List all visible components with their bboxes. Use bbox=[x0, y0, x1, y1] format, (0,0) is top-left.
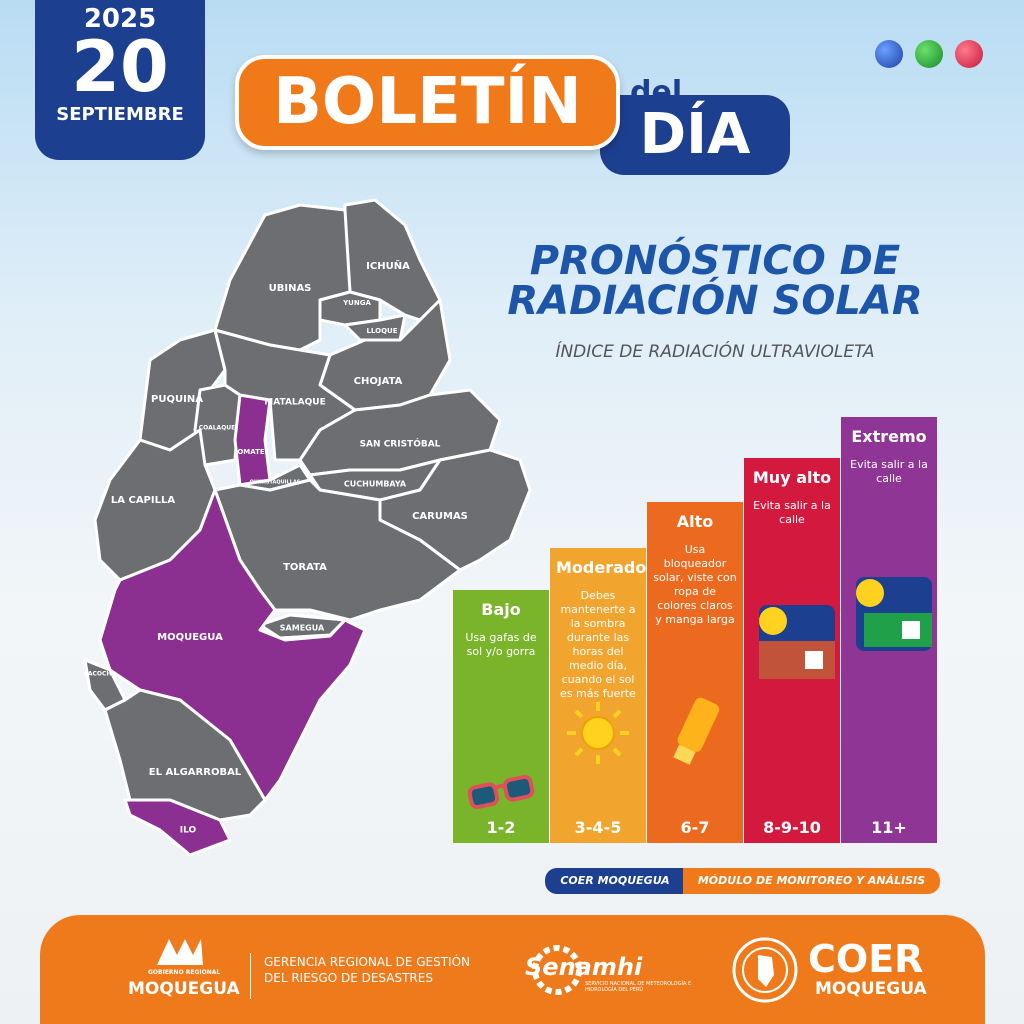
district bbox=[378, 448, 532, 572]
uv-advice: Usa bloqueador solar, viste con ropa de … bbox=[653, 543, 737, 626]
section-title: RADIACIÓN SOLAR bbox=[507, 278, 923, 324]
uv-range: 3-4-5 bbox=[574, 818, 622, 837]
district-label: SAN CRISTÓBAL bbox=[360, 438, 441, 450]
district bbox=[123, 798, 232, 857]
uv-range: 8-9-10 bbox=[763, 818, 821, 837]
district-label: LA CAPILLA bbox=[111, 495, 175, 506]
district-label: MOQUEGUA bbox=[157, 632, 223, 643]
uv-level-name: Muy alto bbox=[752, 468, 832, 487]
uv-range: 6-7 bbox=[680, 818, 710, 837]
icon-glasses bbox=[467, 774, 535, 810]
uv-level-name: Moderado bbox=[556, 558, 647, 577]
uv-range: 11+ bbox=[871, 818, 907, 837]
uv-advice: Evita salir a la calle bbox=[850, 458, 928, 485]
uv-bar: Moderado Debes mantenerte a la sombra dur… bbox=[550, 548, 646, 843]
office: GERENCIA REGIONAL DE GESTIÓN bbox=[264, 955, 471, 969]
district-label: CARUMAS bbox=[412, 511, 468, 522]
gore-small: GOBIERNO REGIONAL bbox=[148, 969, 221, 976]
year: 2025 bbox=[83, 4, 157, 34]
district-label: CUCHUMBAYA bbox=[344, 480, 407, 489]
tag: MÓDULO DE MONITOREO Y ANÁLISIS bbox=[683, 868, 940, 894]
footer: GOBIERNO REGIONAL MOQUEGUA GERENCIA REGI… bbox=[40, 915, 985, 1024]
title-boletin: BOLETÍN bbox=[235, 55, 620, 150]
district bbox=[233, 393, 272, 487]
dot bbox=[915, 40, 943, 68]
senamhi: Senamhi bbox=[525, 953, 643, 981]
district-label: YUNGA bbox=[342, 299, 371, 307]
section-title: PRONÓSTICO DE bbox=[529, 238, 901, 284]
coer: COER bbox=[808, 937, 924, 981]
title-dia: DÍA bbox=[600, 95, 790, 175]
uv-bar: Bajo Usa gafas de sol y/o gorra 1-2 bbox=[453, 590, 549, 843]
uv-level-name: Alto bbox=[676, 512, 714, 531]
district-label: ICHUÑA bbox=[366, 259, 410, 272]
tag: COER MOQUEGUA bbox=[545, 868, 685, 894]
coer-seal bbox=[732, 937, 798, 1003]
map: ICHUÑA UBINAS YUNGA LLOQUE CHOJATA PUQUINA COA… bbox=[83, 198, 532, 857]
district-label: PUQUINA bbox=[151, 394, 203, 405]
icon-sunscreen bbox=[673, 697, 720, 765]
senamhi-sub: SERVICIO NACIONAL DE METEOROLOGÍA E HIDR… bbox=[585, 981, 692, 993]
dot bbox=[875, 40, 903, 68]
uv-bar: Muy alto Evita salir a la calle 8-9-10 bbox=[744, 458, 840, 843]
uv-bar: Extremo Evita salir a la calle 11+ bbox=[841, 417, 937, 843]
senamhi-sun bbox=[532, 945, 582, 995]
office: DEL RIESGO DE DESASTRES bbox=[264, 971, 433, 985]
uv-advice: Evita salir a la calle bbox=[753, 499, 831, 526]
dot bbox=[955, 40, 983, 68]
title-del: del bbox=[630, 75, 683, 110]
icon-house bbox=[759, 605, 835, 679]
uv-level-name: Extremo bbox=[851, 427, 927, 446]
day: 20 bbox=[71, 26, 169, 108]
uv-advice: Usa gafas de sol y/o gorra bbox=[465, 631, 537, 658]
district-label: MATALAQUE bbox=[264, 398, 325, 408]
district-label: EL ALGARROBAL bbox=[149, 767, 242, 778]
district-label: UBINAS bbox=[269, 283, 312, 294]
month: SEPTIEMBRE bbox=[56, 104, 184, 125]
district-label: TORATA bbox=[283, 562, 327, 573]
district bbox=[343, 313, 407, 342]
date-box: 2025 20 SEPTIEMBRE bbox=[35, 0, 205, 160]
uv-range: 1-2 bbox=[486, 818, 516, 837]
district-label: CHOJATA bbox=[354, 376, 403, 387]
district-label: QUINISTAQUILLAS bbox=[250, 480, 301, 486]
district bbox=[213, 203, 352, 352]
district bbox=[103, 688, 267, 822]
divider bbox=[250, 953, 251, 999]
gore-logo bbox=[157, 939, 203, 965]
icon-sun bbox=[567, 702, 629, 764]
uv-bar: Alto Usa bloqueador solar, viste con ropa… bbox=[647, 502, 743, 843]
district bbox=[98, 488, 367, 802]
district-label: COALAQUE bbox=[199, 425, 236, 432]
uv-level-name: Bajo bbox=[481, 600, 521, 619]
district-label: LLOQUE bbox=[366, 327, 397, 335]
district-label: OMATE bbox=[237, 448, 265, 456]
district-label: PACOCHA bbox=[84, 671, 116, 678]
section-subtitle: ÍNDICE DE RADIACIÓN ULTRAVIOLETA bbox=[555, 342, 875, 362]
coer-sub: MOQUEGUA bbox=[815, 979, 927, 999]
icon-house bbox=[856, 577, 932, 651]
uv-advice: Debes mantenerte a la sombra durante las… bbox=[560, 589, 636, 700]
district-label: ILO bbox=[180, 826, 197, 836]
district-label: SAMEGUA bbox=[280, 624, 325, 633]
gore-name: MOQUEGUA bbox=[128, 979, 240, 999]
